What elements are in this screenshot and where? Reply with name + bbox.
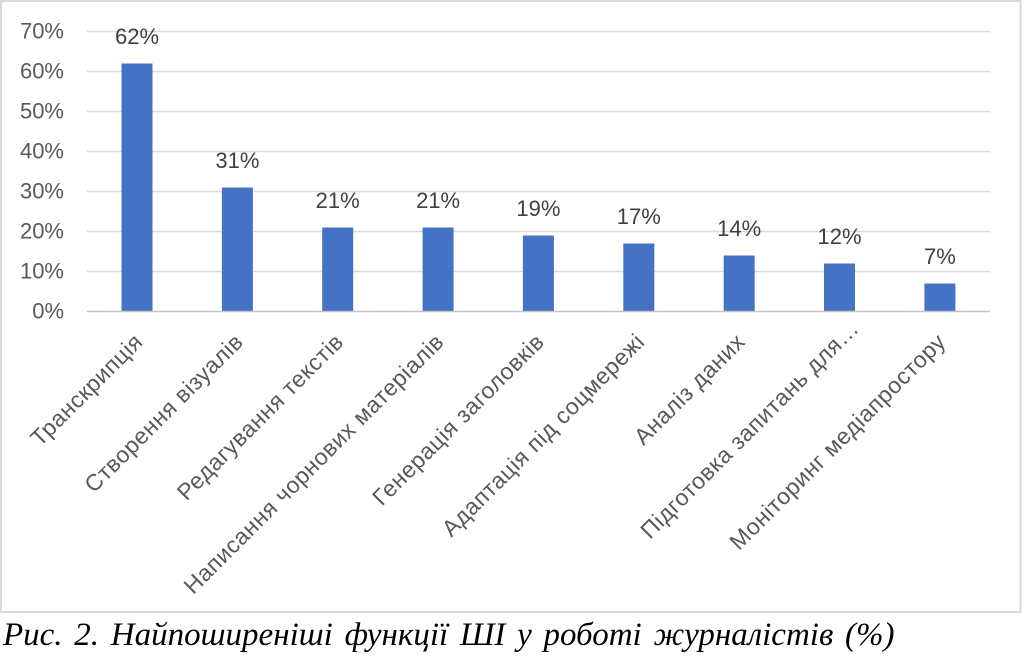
svg-text:31%: 31% [215, 148, 259, 173]
svg-text:50%: 50% [20, 99, 64, 124]
svg-text:Рис. 2. Найпоширеніші функції: Рис. 2. Найпоширеніші функції ШІ у робот… [2, 617, 895, 653]
svg-text:70%: 70% [20, 19, 64, 44]
svg-text:20%: 20% [20, 219, 64, 244]
svg-text:19%: 19% [516, 196, 560, 221]
svg-text:14%: 14% [717, 216, 761, 241]
svg-text:62%: 62% [115, 24, 159, 49]
svg-text:10%: 10% [20, 259, 64, 284]
svg-text:60%: 60% [20, 59, 64, 84]
svg-text:30%: 30% [20, 179, 64, 204]
svg-text:21%: 21% [416, 188, 460, 213]
svg-text:21%: 21% [316, 188, 360, 213]
svg-text:12%: 12% [817, 224, 861, 249]
svg-text:7%: 7% [924, 244, 956, 269]
svg-text:0%: 0% [32, 299, 64, 324]
svg-text:17%: 17% [617, 204, 661, 229]
svg-text:40%: 40% [20, 139, 64, 164]
